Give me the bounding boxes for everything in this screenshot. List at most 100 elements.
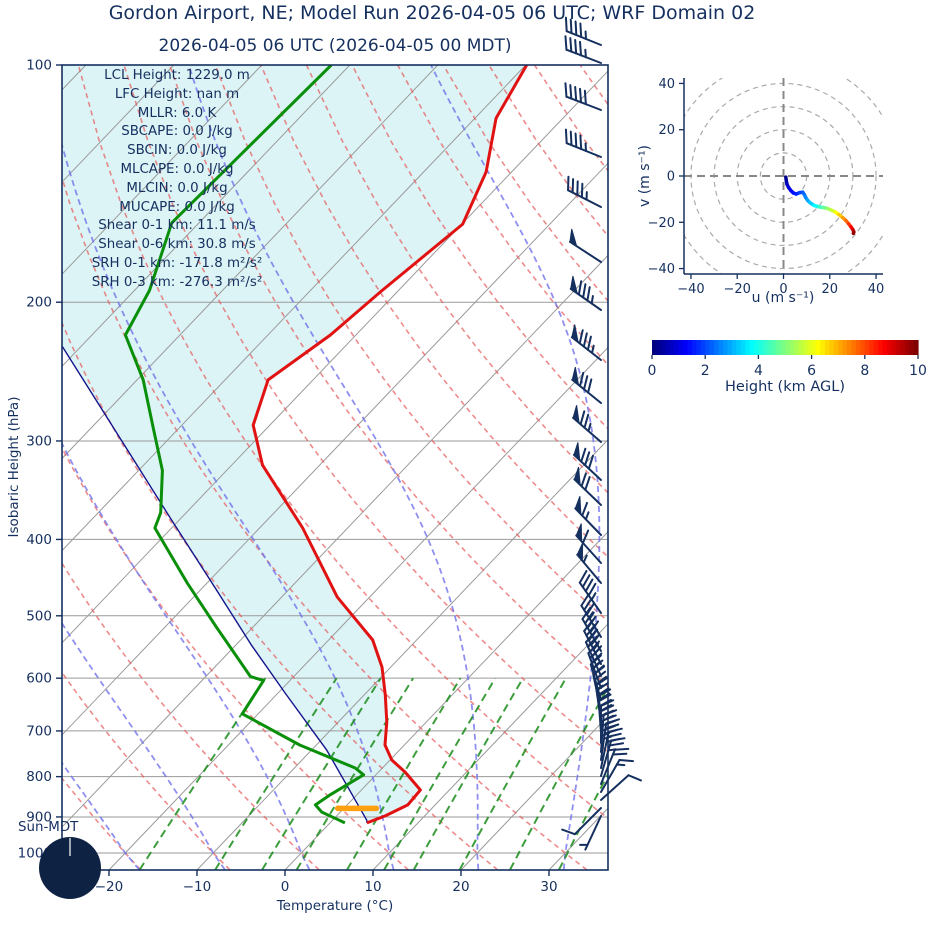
colorbar-swatch bbox=[678, 340, 684, 355]
mixing-ratio-line bbox=[612, 678, 708, 870]
colorbar-swatch bbox=[674, 340, 680, 355]
colorbar-swatch bbox=[886, 340, 892, 355]
svg-text:2: 2 bbox=[701, 363, 710, 379]
svg-text:40: 40 bbox=[658, 77, 675, 92]
dry-adiabat-line bbox=[62, 320, 499, 870]
dry-adiabat-line bbox=[62, 446, 409, 870]
colorbar-swatch bbox=[669, 340, 675, 355]
colorbar-swatch bbox=[665, 340, 671, 355]
temperature-axis-label: Temperature (°C) bbox=[276, 898, 394, 914]
colorbar-swatch bbox=[855, 340, 861, 355]
svg-text:400: 400 bbox=[26, 532, 52, 548]
dry-adiabat-line bbox=[77, 65, 608, 820]
dewpoint-profile-line bbox=[123, 65, 366, 825]
dry-adiabat-line bbox=[62, 561, 320, 870]
colorbar-swatch bbox=[824, 340, 830, 355]
hodograph-ticks bbox=[679, 82, 877, 279]
valid-time-subtitle: 2026-04-05 06 UTC (2026-04-05 00 MDT) bbox=[158, 36, 512, 56]
stat-line: MLCAPE: 0.0 J/kg bbox=[120, 161, 234, 177]
colorbar-swatch bbox=[758, 340, 764, 355]
colorbar-swatch bbox=[727, 340, 733, 355]
dry-adiabat-line bbox=[579, 65, 608, 106]
colorbar-swatch bbox=[762, 340, 768, 355]
colorbar-swatch bbox=[687, 340, 693, 355]
wind-barb bbox=[572, 405, 602, 443]
stat-line: SRH 0-1 km: -171.8 m²/s² bbox=[91, 255, 263, 271]
isotherm-line bbox=[62, 70, 608, 644]
wind-barb bbox=[600, 758, 634, 793]
wind-barb bbox=[564, 82, 602, 111]
stat-line: SBCAPE: 0.0 J/kg bbox=[121, 124, 233, 140]
wind-barb-column bbox=[561, 16, 642, 851]
isotherm-line bbox=[460, 715, 608, 870]
wind-barb bbox=[564, 128, 602, 158]
isotherm-line bbox=[62, 254, 608, 828]
svg-text:−10: −10 bbox=[183, 879, 212, 895]
colorbar-swatch bbox=[745, 340, 751, 355]
colorbar-swatch bbox=[860, 340, 866, 355]
moist-adiabat-line bbox=[62, 441, 311, 870]
svg-text:800: 800 bbox=[26, 769, 52, 785]
sounding-stats-box: LCL Height: 1229.0 m LFC Height: nan m MLL… bbox=[12, 67, 342, 293]
mixing-ratio-line bbox=[509, 685, 608, 870]
colorbar-swatch bbox=[904, 340, 910, 355]
svg-text:−20: −20 bbox=[724, 282, 751, 297]
colorbar-swatch bbox=[873, 340, 879, 355]
isotherm-line bbox=[62, 162, 608, 736]
colorbar-swatch bbox=[714, 340, 720, 355]
mixing-ratio-line bbox=[295, 677, 414, 870]
svg-text:0: 0 bbox=[779, 282, 787, 297]
svg-text:30: 30 bbox=[540, 879, 557, 895]
stat-line: LFC Height: nan m bbox=[114, 86, 240, 102]
colorbar-swatch bbox=[882, 340, 888, 355]
svg-text:300: 300 bbox=[26, 433, 52, 449]
isotherm-line bbox=[196, 438, 608, 870]
dry-adiabat-line bbox=[168, 65, 608, 688]
dry-adiabat-line bbox=[62, 175, 588, 870]
isotherm-line bbox=[62, 65, 263, 275]
svg-text:40: 40 bbox=[868, 282, 885, 297]
svg-text:20: 20 bbox=[658, 123, 675, 138]
dry-adiabat-line bbox=[260, 65, 608, 558]
isotherm-line bbox=[108, 346, 608, 870]
colorbar-swatch bbox=[851, 340, 857, 355]
mixing-ratio-line bbox=[383, 677, 497, 870]
colorbar-swatch bbox=[722, 340, 728, 355]
wind-barb bbox=[572, 442, 602, 481]
stat-line: LCL Height: 1229.0 m bbox=[104, 68, 250, 83]
wind-barb bbox=[561, 807, 602, 836]
mixing-ratio-line bbox=[214, 677, 338, 870]
wind-barb bbox=[600, 774, 642, 801]
wind-barb bbox=[574, 496, 602, 536]
dry-adiabat-line bbox=[717, 65, 929, 870]
colorbar-swatch bbox=[705, 340, 711, 355]
isotherm-line bbox=[284, 531, 608, 870]
stat-line: MLLR: 6.0 K bbox=[137, 105, 217, 121]
height-colorbar: 0 2 4 6 8 10 bbox=[648, 340, 927, 379]
wind-barb bbox=[568, 228, 602, 263]
wind-barb bbox=[579, 815, 602, 851]
colorbar-swatch bbox=[864, 340, 870, 355]
hodograph-v-label: v (m s⁻¹) bbox=[637, 144, 653, 208]
stat-line: Shear 0-6 km: 30.8 m/s bbox=[98, 237, 256, 253]
colorbar-swatch bbox=[869, 340, 875, 355]
stat-line: MLCIN: 0.0 J/kg bbox=[126, 180, 228, 196]
colorbar-swatch bbox=[683, 340, 689, 355]
svg-text:600: 600 bbox=[26, 671, 52, 687]
svg-text:−40: −40 bbox=[648, 262, 675, 277]
colorbar-swatch bbox=[718, 340, 724, 355]
colorbar-swatch bbox=[913, 340, 919, 355]
colorbar-swatch bbox=[767, 340, 773, 355]
colorbar-swatch bbox=[771, 340, 777, 355]
hodograph-tick-labels: −40−40 −20 −20 0 0 20 20 40 40 bbox=[648, 77, 885, 297]
lcl-marker bbox=[335, 805, 380, 812]
svg-text:20: 20 bbox=[452, 879, 469, 895]
wind-barb bbox=[564, 16, 602, 46]
svg-text:20: 20 bbox=[822, 282, 839, 297]
colorbar-swatch bbox=[656, 340, 662, 355]
svg-text:900: 900 bbox=[26, 809, 52, 825]
colorbar-swatch bbox=[731, 340, 737, 355]
stat-line: SRH 0-3 km: -276.3 m²/s² bbox=[91, 274, 263, 290]
isotherm-line bbox=[62, 65, 351, 368]
colorbar-swatch bbox=[909, 340, 915, 355]
